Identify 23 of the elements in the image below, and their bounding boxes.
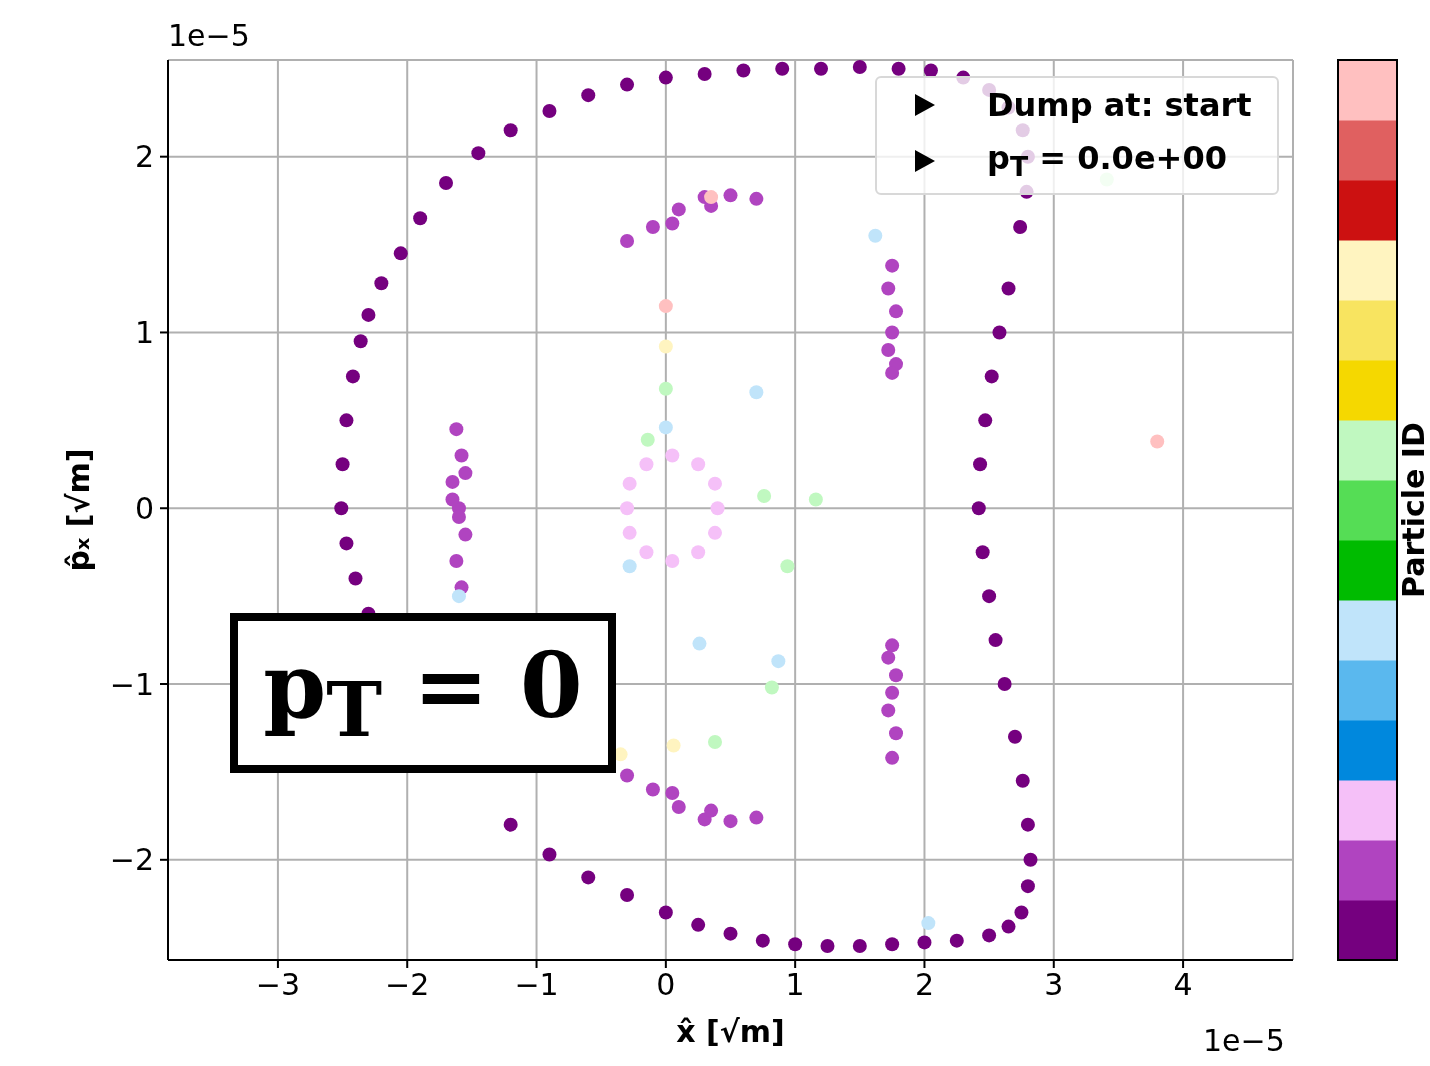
y-tick-label: 1	[134, 315, 154, 351]
annotation: Dump at: start	[987, 86, 1252, 124]
x-tick-label: 2	[914, 967, 935, 1003]
y-tick-label: −2	[109, 842, 154, 878]
x-tick-label: −1	[514, 967, 559, 1003]
annotation: p$_{T}$ = 0	[263, 632, 583, 754]
text: 1e−5	[1203, 1023, 1285, 1058]
text-box: Dump at: start p$_{T}$ = 0.0e+00	[875, 76, 1279, 195]
text: 1e−5	[168, 18, 250, 53]
x-axis-title: x̂ [√m]	[676, 1014, 785, 1049]
x-tick-label: 4	[1173, 967, 1193, 1003]
x-tick-label: 1	[785, 967, 805, 1003]
annotation: p$_{T}$ = 0.0e+00	[987, 139, 1227, 183]
x-tick-label: −2	[385, 967, 430, 1003]
x-tick-label: 0	[656, 967, 676, 1003]
text-box: p$_{T}$ = 0	[230, 613, 616, 773]
y-tick-label: 0	[134, 490, 154, 526]
y-tick-label: −1	[109, 666, 154, 702]
x-tick-label: 3	[1044, 967, 1064, 1003]
y-tick-label: 2	[134, 139, 154, 175]
x-tick-label: −3	[255, 967, 301, 1003]
y-axis-title: p̂ₓ [√m]	[60, 448, 96, 572]
color-bar-title: Particle ID	[1396, 422, 1430, 598]
